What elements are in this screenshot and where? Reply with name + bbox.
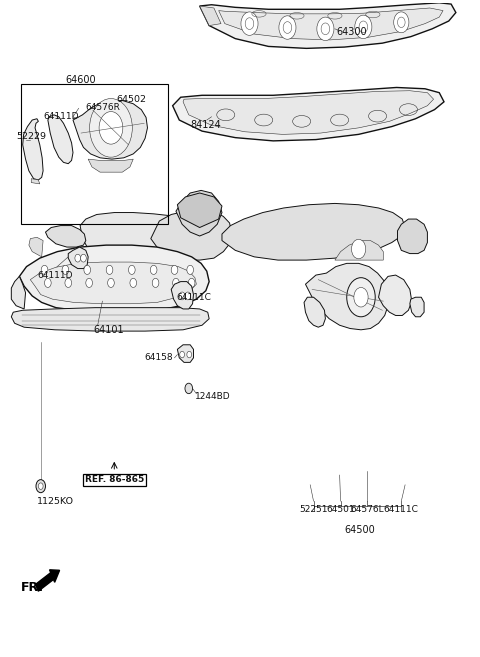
Polygon shape <box>222 204 405 260</box>
Polygon shape <box>397 219 427 254</box>
Circle shape <box>86 279 93 288</box>
Polygon shape <box>305 263 388 330</box>
Polygon shape <box>200 6 221 26</box>
Circle shape <box>65 279 72 288</box>
Circle shape <box>241 12 258 35</box>
Polygon shape <box>46 225 86 247</box>
Text: 64111D: 64111D <box>43 112 79 122</box>
Circle shape <box>152 279 159 288</box>
Polygon shape <box>335 240 384 260</box>
FancyArrow shape <box>36 570 60 591</box>
Text: 64111C: 64111C <box>176 293 211 302</box>
Circle shape <box>187 265 193 275</box>
Text: 64576L: 64576L <box>350 505 384 514</box>
Text: 52229: 52229 <box>16 132 46 141</box>
Polygon shape <box>178 193 222 227</box>
Circle shape <box>171 265 178 275</box>
Circle shape <box>179 292 185 300</box>
Text: 64600: 64600 <box>66 75 96 85</box>
Circle shape <box>180 351 184 358</box>
Circle shape <box>41 265 48 275</box>
Circle shape <box>185 383 192 394</box>
Text: 1244BD: 1244BD <box>195 392 230 401</box>
Polygon shape <box>29 237 43 257</box>
Circle shape <box>354 288 368 307</box>
Circle shape <box>62 265 69 275</box>
Polygon shape <box>200 3 456 49</box>
Text: 64576R: 64576R <box>86 102 120 112</box>
Circle shape <box>347 278 375 317</box>
Text: 84124: 84124 <box>190 120 221 130</box>
Polygon shape <box>219 8 443 40</box>
Polygon shape <box>410 297 424 317</box>
Circle shape <box>130 279 137 288</box>
Text: 64502: 64502 <box>117 95 147 104</box>
Polygon shape <box>183 91 433 135</box>
Circle shape <box>108 279 114 288</box>
Polygon shape <box>88 159 133 172</box>
Text: 64111D: 64111D <box>37 271 72 280</box>
Polygon shape <box>176 191 222 236</box>
Bar <box>21 84 168 224</box>
Text: FR.: FR. <box>21 581 44 595</box>
Circle shape <box>317 17 334 41</box>
Circle shape <box>84 265 91 275</box>
Circle shape <box>90 99 132 157</box>
Text: 64111C: 64111C <box>384 505 419 514</box>
Polygon shape <box>31 179 40 184</box>
Polygon shape <box>73 101 147 159</box>
Polygon shape <box>151 210 231 260</box>
Circle shape <box>351 239 366 259</box>
Polygon shape <box>19 245 209 312</box>
Polygon shape <box>48 115 73 164</box>
Circle shape <box>188 279 195 288</box>
Text: 52251: 52251 <box>300 505 328 514</box>
Polygon shape <box>30 262 196 304</box>
Circle shape <box>279 16 296 39</box>
Polygon shape <box>304 297 325 327</box>
Circle shape <box>81 254 86 262</box>
Polygon shape <box>68 247 88 269</box>
Polygon shape <box>173 87 444 141</box>
Text: REF. 86-865: REF. 86-865 <box>84 475 144 484</box>
Text: 64300: 64300 <box>336 27 367 37</box>
Polygon shape <box>12 277 25 309</box>
Circle shape <box>185 292 191 300</box>
Text: 1125KO: 1125KO <box>37 497 74 506</box>
Polygon shape <box>379 275 412 315</box>
Polygon shape <box>80 213 187 254</box>
Circle shape <box>45 279 51 288</box>
Circle shape <box>38 483 43 489</box>
Circle shape <box>355 15 372 39</box>
Text: 64101: 64101 <box>93 325 123 336</box>
Circle shape <box>36 480 46 493</box>
Circle shape <box>187 351 192 358</box>
Circle shape <box>129 265 135 275</box>
Polygon shape <box>171 282 193 309</box>
Circle shape <box>173 279 179 288</box>
Text: 64500: 64500 <box>344 526 375 535</box>
Circle shape <box>150 265 157 275</box>
Text: 64158: 64158 <box>144 353 173 362</box>
Circle shape <box>99 112 123 144</box>
Polygon shape <box>12 307 209 331</box>
Circle shape <box>394 12 409 33</box>
Polygon shape <box>178 345 193 363</box>
Circle shape <box>106 265 113 275</box>
Circle shape <box>75 254 81 262</box>
Text: 64501: 64501 <box>326 505 355 514</box>
Polygon shape <box>23 119 43 180</box>
